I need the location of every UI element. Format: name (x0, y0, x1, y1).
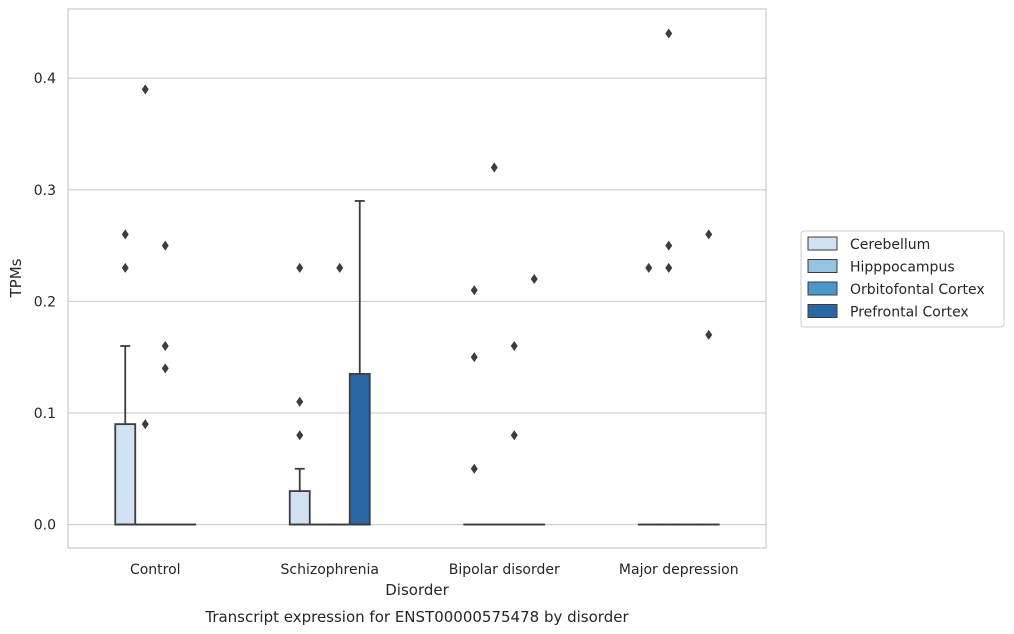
x-tick-label: Major depression (619, 562, 739, 578)
category-group (463, 162, 546, 526)
outlier-point (530, 274, 538, 285)
legend-frame (800, 230, 1005, 328)
legend-swatch (807, 281, 838, 296)
outlier-point (161, 240, 169, 251)
legend-item: Cerebellum (807, 236, 930, 253)
category-group (637, 28, 720, 526)
x-axis-ticks: Control Schizophrenia Bipolar disorder Majo… (130, 562, 739, 578)
category-group (288, 200, 371, 526)
plot-background (68, 9, 766, 548)
outlier-point (510, 341, 518, 352)
y-tick-label: 0.3 (34, 183, 56, 199)
outlier-point (296, 430, 304, 441)
legend-item: Orbitofontal Cortex (807, 281, 985, 298)
legend-swatch (807, 304, 838, 318)
box-groups (114, 28, 720, 526)
y-tick-label: 0.4 (34, 71, 56, 87)
x-axis-label: Disorder (385, 581, 449, 599)
outlier-point (121, 229, 129, 240)
x-tick-label: Schizophrenia (281, 562, 379, 578)
legend-item: Hipppocampus (807, 259, 955, 276)
x-tick-label: Control (130, 562, 181, 578)
x-tick-label: Bipolar disorder (449, 562, 560, 578)
outlier-point (141, 84, 149, 95)
outlier-point (470, 463, 478, 474)
outlier-point (121, 262, 129, 273)
y-tick-label: 0.0 (34, 518, 56, 534)
outlier-point (645, 262, 653, 273)
plot-frame (67, 8, 767, 549)
legend-item: Prefrontal Cortex (807, 304, 969, 321)
outlier-point (470, 285, 478, 296)
outlier-point (161, 363, 169, 374)
legend-label: Cerebellum (850, 237, 930, 253)
legend-label: Orbitofontal Cortex (850, 282, 985, 298)
box (288, 490, 311, 526)
category-group (114, 84, 197, 526)
chart-caption: Transcript expression for ENST0000057547… (204, 608, 629, 626)
legend: Cerebellum Hipppocampus Orbitofontal Corte… (800, 230, 1005, 328)
outlier-point (161, 341, 169, 352)
box (348, 373, 371, 526)
outlier-point (336, 262, 344, 273)
legend-swatch (807, 259, 838, 273)
outlier-point (490, 162, 498, 173)
outlier-point (705, 329, 713, 340)
box (114, 423, 137, 526)
outlier-point (470, 352, 478, 363)
outlier-point (141, 419, 149, 430)
y-axis-label: TPMs (7, 258, 25, 298)
y-tick-label: 0.1 (34, 406, 56, 422)
y-axis-ticks: 0.0 0.1 0.2 0.3 0.4 (34, 71, 56, 533)
legend-swatch (807, 236, 838, 251)
outlier-point (665, 28, 673, 39)
y-tick-label: 0.2 (34, 294, 56, 310)
outlier-point (665, 240, 673, 251)
outlier-point (665, 262, 673, 273)
outlier-point (705, 229, 713, 240)
legend-label: Hipppocampus (850, 260, 955, 276)
legend-label: Prefrontal Cortex (850, 305, 969, 321)
outlier-point (296, 396, 304, 407)
outlier-point (510, 430, 518, 441)
outlier-point (296, 262, 304, 273)
